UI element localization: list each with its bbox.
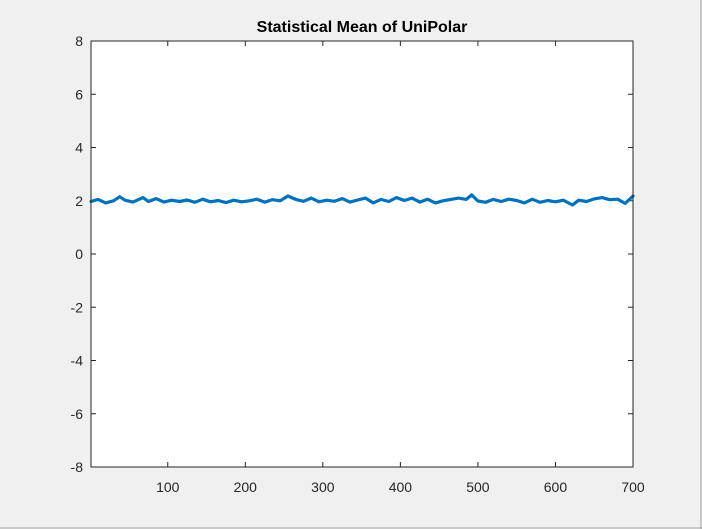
x-tick-label: 200 <box>234 479 258 495</box>
y-tick-labels: -8 -6 -4 -2 0 2 4 6 8 <box>71 33 84 475</box>
x-tick-label: 300 <box>311 479 335 495</box>
y-tick-label: 4 <box>75 140 83 156</box>
y-tick-label: 6 <box>75 86 83 102</box>
y-tick-label: 2 <box>75 193 83 209</box>
chart-title: Statistical Mean of UniPolar <box>257 19 468 36</box>
series-line-mean <box>89 193 635 207</box>
y-tick-label: 8 <box>75 33 83 49</box>
axes-background <box>91 41 633 467</box>
y-tick-label: -2 <box>71 299 84 315</box>
x-tick-label: 700 <box>621 479 645 495</box>
y-tick-label: -4 <box>71 353 84 369</box>
x-tick-label: 500 <box>466 479 490 495</box>
y-tick-label: 0 <box>75 246 83 262</box>
x-tick-label: 600 <box>544 479 568 495</box>
x-tick-labels: 100 200 300 400 500 600 700 <box>156 479 645 495</box>
x-tick-label: 400 <box>389 479 413 495</box>
x-tick-label: 100 <box>156 479 180 495</box>
y-tick-label: -8 <box>71 459 84 475</box>
axes-box <box>90 40 634 468</box>
y-tick-label: -6 <box>71 406 84 422</box>
